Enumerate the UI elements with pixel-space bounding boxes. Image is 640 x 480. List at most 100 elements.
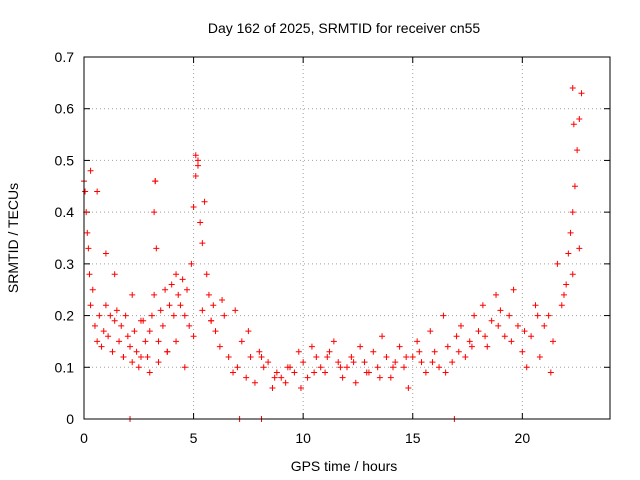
data-point [260, 364, 267, 371]
data-points [81, 85, 585, 422]
data-point [449, 359, 456, 366]
data-point [363, 369, 370, 376]
data-point [153, 245, 160, 252]
data-point [400, 364, 407, 371]
data-point [124, 333, 131, 340]
data-point [563, 281, 570, 288]
data-point [431, 348, 438, 355]
data-point [234, 364, 241, 371]
data-point [335, 359, 342, 366]
data-point [317, 364, 324, 371]
data-point [471, 312, 478, 319]
data-point [383, 353, 390, 360]
data-point [558, 302, 565, 309]
data-point [82, 188, 89, 195]
data-point [484, 343, 491, 350]
data-point [574, 147, 581, 154]
data-point [506, 312, 513, 319]
data-point [387, 374, 394, 381]
data-point [455, 348, 462, 355]
data-point [247, 353, 254, 360]
data-point [379, 333, 386, 340]
data-point [322, 369, 329, 376]
x-tick-label: 15 [405, 430, 421, 446]
y-tick-label: 0.7 [55, 49, 75, 65]
data-point [221, 312, 228, 319]
data-point [190, 203, 197, 210]
data-point [109, 348, 116, 355]
data-point [265, 359, 272, 366]
data-point [120, 353, 127, 360]
data-point [427, 328, 434, 335]
data-point [271, 374, 278, 381]
data-point [390, 364, 397, 371]
data-point [251, 379, 258, 386]
data-point [144, 353, 151, 360]
data-point [475, 328, 482, 335]
y-axis-label: SRMTID / TECUs [5, 183, 21, 293]
data-point [137, 317, 144, 324]
data-point [521, 328, 528, 335]
data-point [337, 364, 344, 371]
y-tick-label: 0.1 [55, 359, 75, 375]
grid-layer [84, 57, 610, 419]
data-point [133, 348, 140, 355]
data-point [116, 338, 123, 345]
y-tick-label: 0.5 [55, 152, 75, 168]
data-point [308, 343, 315, 350]
data-point [269, 384, 276, 391]
data-point [107, 312, 114, 319]
data-point [111, 317, 118, 324]
data-point [468, 343, 475, 350]
data-point [348, 353, 355, 360]
y-tick-label: 0.4 [55, 204, 75, 220]
data-point [177, 302, 184, 309]
data-point [569, 209, 576, 216]
data-point [87, 302, 94, 309]
data-point [258, 353, 265, 360]
data-point [578, 90, 585, 97]
data-point [422, 369, 429, 376]
data-point [152, 178, 159, 185]
data-point [361, 359, 368, 366]
x-tick-label: 20 [515, 430, 531, 446]
data-point [560, 291, 567, 298]
data-point [479, 302, 486, 309]
data-point [545, 312, 552, 319]
data-point [339, 374, 346, 381]
data-point [344, 364, 350, 371]
data-point [166, 302, 173, 309]
data-point [532, 302, 539, 309]
data-point [179, 276, 186, 283]
data-point [113, 307, 120, 314]
data-point [444, 343, 451, 350]
data-point [225, 353, 232, 360]
data-point [142, 338, 149, 345]
data-point [155, 359, 162, 366]
data-point [376, 374, 383, 381]
data-point [194, 162, 201, 169]
data-point [208, 317, 215, 324]
data-point [199, 240, 206, 247]
data-point [245, 328, 252, 335]
data-point [105, 333, 112, 340]
data-point [462, 353, 469, 360]
data-point [146, 328, 153, 335]
axis-layer: 0 0.1 0.2 0.3 0.4 0.5 0.6 0.7 0 5 10 15 20 [55, 49, 610, 446]
data-point [159, 322, 166, 329]
data-point [122, 312, 129, 319]
data-point [199, 307, 206, 314]
data-point [565, 250, 572, 257]
data-point [157, 307, 164, 314]
data-point [501, 333, 508, 340]
data-point [192, 172, 199, 179]
data-point [278, 374, 285, 381]
data-point [118, 322, 125, 329]
data-point [440, 312, 447, 319]
data-point [374, 364, 381, 371]
data-point [212, 328, 219, 335]
data-point [514, 322, 521, 329]
data-point [324, 353, 331, 360]
data-point [482, 333, 489, 340]
